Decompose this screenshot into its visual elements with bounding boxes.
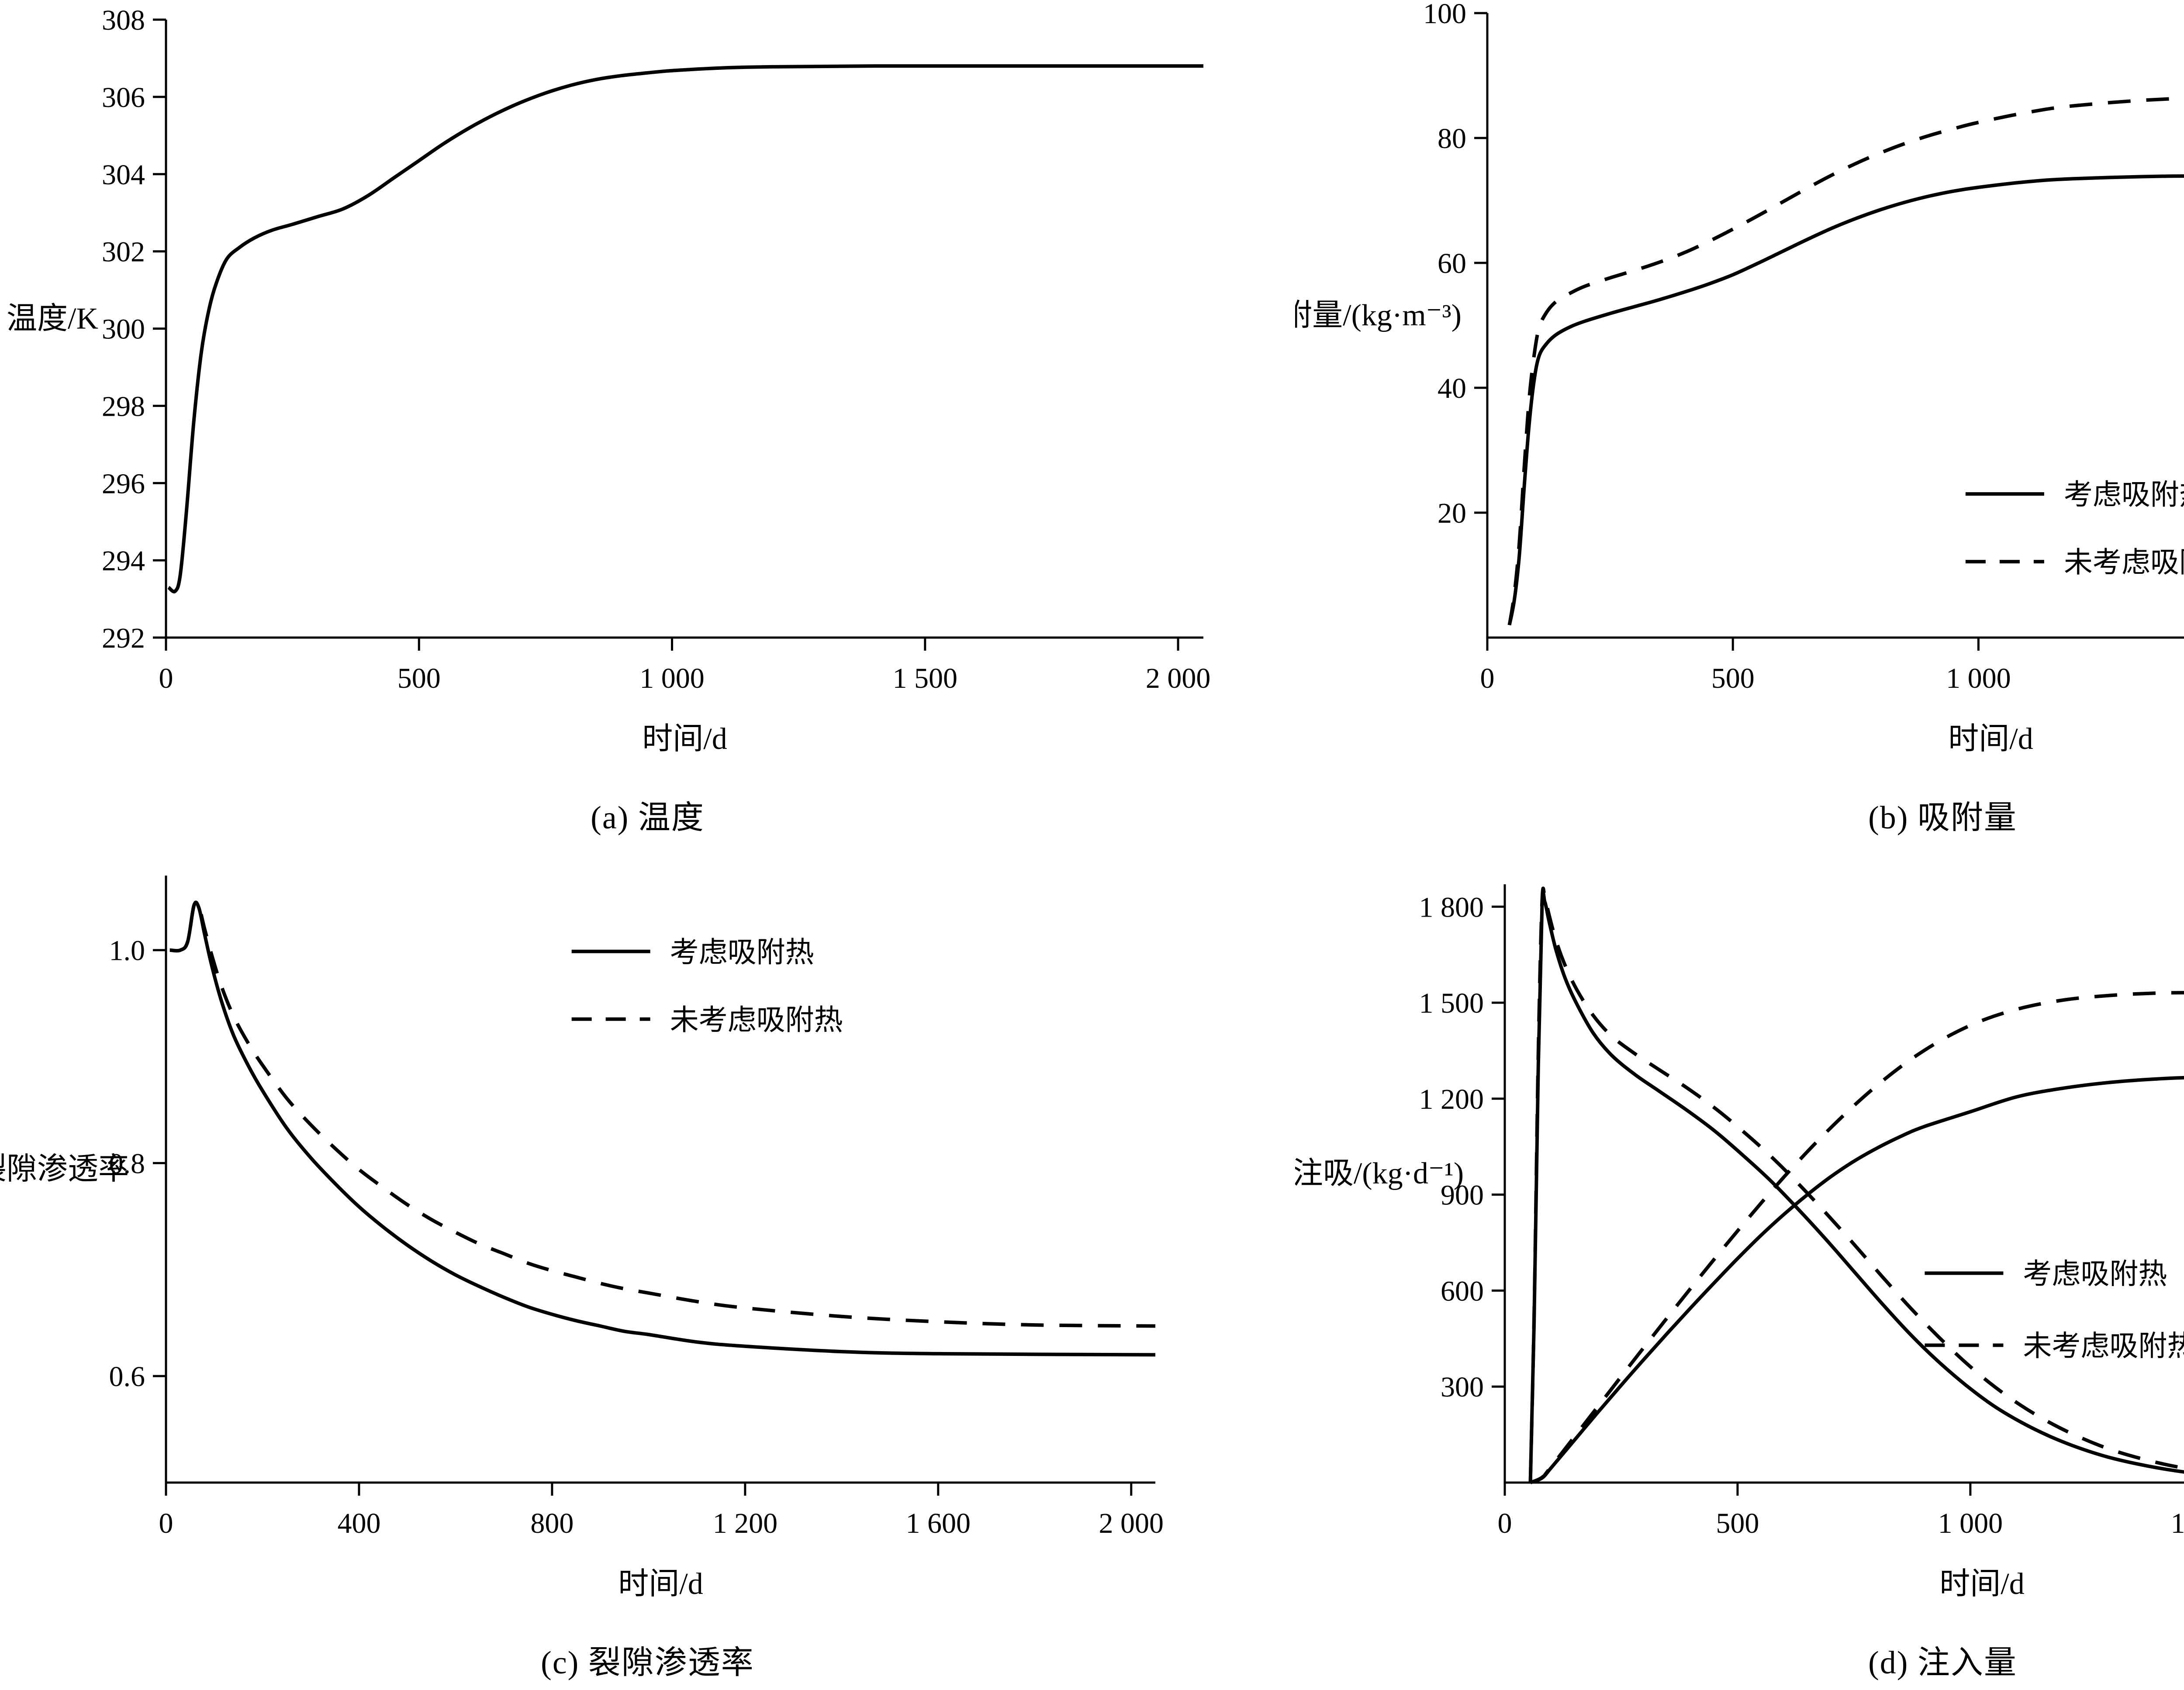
figure-a-temperature: 0 500 1 000 1 500 2 000 292 294 296 298 300 302 304… xyxy=(0,0,1295,845)
svg-text:时间/d: 时间/d xyxy=(618,1567,703,1601)
svg-text:500: 500 xyxy=(1716,1507,1759,1539)
svg-text:302: 302 xyxy=(102,236,145,268)
svg-text:1 200: 1 200 xyxy=(713,1507,778,1539)
caption-d: (d) 注入量 xyxy=(1868,1645,2017,1681)
svg-text:时间/d: 时间/d xyxy=(1948,722,2033,756)
svg-text:304: 304 xyxy=(102,159,145,191)
caption-b: (b) 吸附量 xyxy=(1868,800,2017,836)
svg-text:2 000: 2 000 xyxy=(1146,662,1211,694)
svg-text:0: 0 xyxy=(159,1507,173,1539)
svg-text:80: 80 xyxy=(1438,123,1466,155)
svg-text:0: 0 xyxy=(1498,1507,1512,1539)
svg-text:0: 0 xyxy=(1480,662,1495,694)
svg-text:1 000: 1 000 xyxy=(1946,662,2011,694)
figure-c-permeability: 0 400 800 1 200 1 600 2 000 0.6 0.8 1.0 时间/d 裂隙渗透率… xyxy=(0,845,1295,1690)
svg-text:未考虑吸附热: 未考虑吸附热 xyxy=(670,1004,843,1036)
svg-text:裂隙渗透率: 裂隙渗透率 xyxy=(0,1152,129,1186)
svg-text:1 000: 1 000 xyxy=(639,662,705,694)
svg-text:温度/K: 温度/K xyxy=(7,302,98,336)
svg-text:500: 500 xyxy=(397,662,441,694)
svg-text:时间/d: 时间/d xyxy=(1939,1567,2024,1601)
svg-text:292: 292 xyxy=(102,622,145,654)
svg-text:时间/d: 时间/d xyxy=(642,722,727,756)
svg-text:1.0: 1.0 xyxy=(109,935,145,967)
svg-text:1 500: 1 500 xyxy=(2171,1507,2184,1539)
svg-text:未考虑吸附热: 未考虑吸附热 xyxy=(2064,547,2184,579)
chart-a-temperature-plot: 0 500 1 000 1 500 2 000 292 294 296 298 300 302 304… xyxy=(7,4,1211,756)
caption-c: (c) 裂隙渗透率 xyxy=(541,1645,754,1681)
svg-text:1 600: 1 600 xyxy=(906,1507,971,1539)
svg-text:吸附量/(kg·m⁻³): 吸附量/(kg·m⁻³) xyxy=(1295,299,1462,332)
svg-text:1 800: 1 800 xyxy=(1419,891,1484,923)
svg-text:考虑吸附热: 考虑吸附热 xyxy=(670,937,814,969)
svg-text:0.6: 0.6 xyxy=(109,1361,145,1393)
svg-text:100: 100 xyxy=(1423,0,1466,30)
svg-text:306: 306 xyxy=(102,82,145,114)
svg-text:未考虑吸附热: 未考虑吸附热 xyxy=(2023,1331,2184,1362)
svg-text:300: 300 xyxy=(1441,1371,1484,1403)
caption-a: (a) 温度 xyxy=(591,800,705,836)
svg-text:40: 40 xyxy=(1438,372,1466,404)
svg-text:注气注吸/(kg·d⁻¹): 注气注吸/(kg·d⁻¹) xyxy=(1295,1157,1464,1190)
svg-text:2 000: 2 000 xyxy=(1099,1507,1164,1539)
svg-text:1 500: 1 500 xyxy=(1419,987,1484,1019)
chart-c-permeability-plot: 0 400 800 1 200 1 600 2 000 0.6 0.8 1.0 时间/d 裂隙渗透率… xyxy=(0,876,1164,1601)
svg-text:400: 400 xyxy=(337,1507,380,1539)
svg-text:600: 600 xyxy=(1441,1275,1484,1307)
svg-text:60: 60 xyxy=(1438,248,1466,279)
svg-text:0: 0 xyxy=(159,662,173,694)
svg-text:900: 900 xyxy=(1441,1180,1484,1211)
svg-text:考虑吸附热: 考虑吸附热 xyxy=(2023,1259,2167,1290)
svg-text:300: 300 xyxy=(102,314,145,345)
svg-text:294: 294 xyxy=(102,545,145,577)
svg-text:800: 800 xyxy=(530,1507,574,1539)
svg-text:0.8: 0.8 xyxy=(109,1148,145,1180)
svg-text:298: 298 xyxy=(102,390,145,422)
svg-text:1 200: 1 200 xyxy=(1419,1083,1484,1115)
svg-text:20: 20 xyxy=(1438,497,1466,529)
svg-text:296: 296 xyxy=(102,468,145,500)
svg-text:1 500: 1 500 xyxy=(893,662,958,694)
svg-text:500: 500 xyxy=(1711,662,1755,694)
svg-text:考虑吸附热: 考虑吸附热 xyxy=(2064,479,2184,511)
svg-text:308: 308 xyxy=(102,4,145,36)
svg-text:1 000: 1 000 xyxy=(1938,1507,2003,1539)
